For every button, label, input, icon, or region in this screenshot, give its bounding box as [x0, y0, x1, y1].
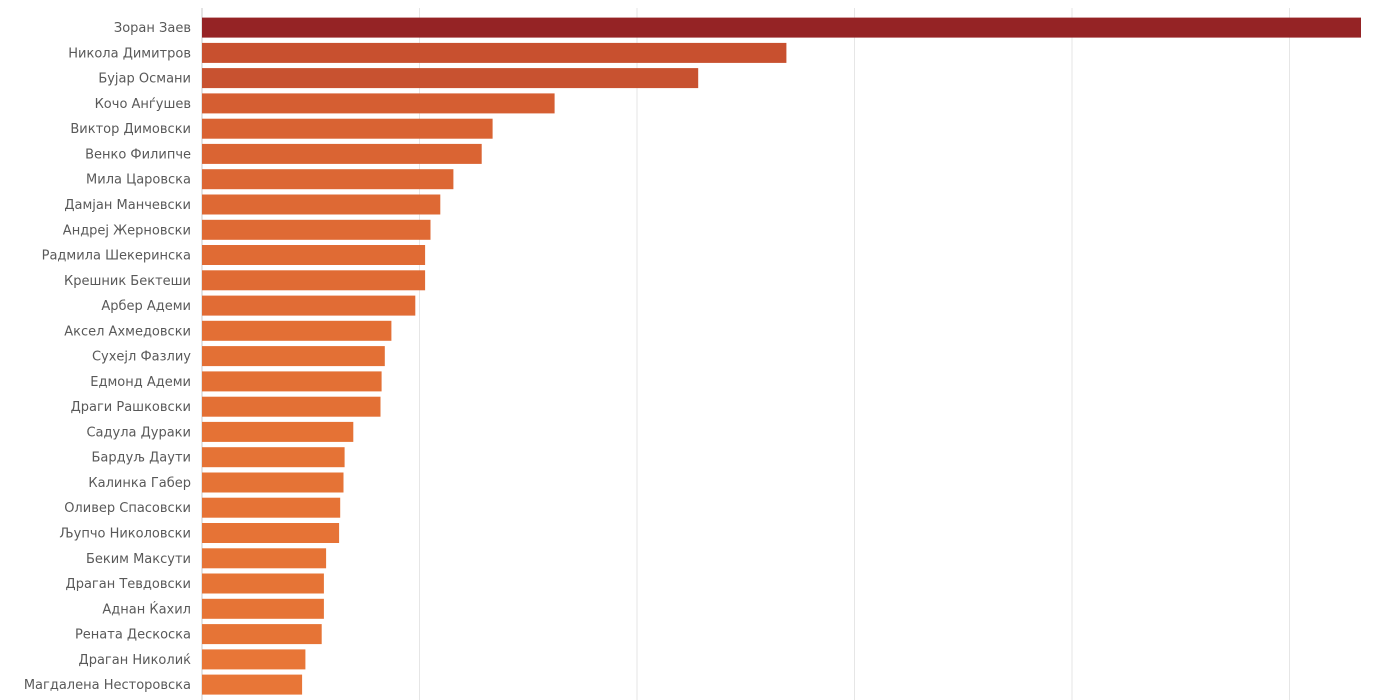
category-label-26: Драган Николиќ: [79, 653, 192, 668]
bar-21[interactable]: [202, 523, 340, 543]
category-label-12: Арбер Адеми: [101, 299, 191, 314]
category-label-14: Сухејл Фазлиу: [92, 350, 191, 365]
category-label-1: Зоран Заев: [114, 21, 191, 36]
category-label-23: Драган Тевдовски: [66, 577, 191, 592]
category-label-19: Калинка Габер: [88, 476, 191, 491]
bar-26[interactable]: [202, 649, 306, 670]
category-label-21: Љупчо Николовски: [59, 527, 191, 542]
category-label-15: Едмонд Адеми: [90, 375, 191, 390]
bar-25[interactable]: [202, 624, 322, 645]
category-label-27: Магдалена Несторовска: [24, 678, 191, 693]
bar-10[interactable]: [202, 245, 426, 265]
bar-8[interactable]: [202, 194, 441, 215]
bar-2[interactable]: [202, 42, 787, 63]
category-label-18: Бардуљ Даути: [91, 451, 191, 466]
bar-15[interactable]: [202, 371, 382, 392]
category-label-5: Виктор Димовски: [70, 122, 191, 137]
bar-19[interactable]: [202, 472, 344, 493]
category-label-25: Рената Дескоска: [75, 628, 191, 643]
category-label-4: Кочо Анѓушев: [95, 97, 191, 112]
bar-24[interactable]: [202, 598, 324, 619]
category-label-2: Никола Димитров: [68, 46, 191, 61]
category-label-13: Аксел Ахмедовски: [64, 324, 191, 339]
bar-22[interactable]: [202, 548, 327, 569]
category-label-11: Крешник Бектеши: [64, 274, 191, 289]
bar-27[interactable]: [202, 674, 303, 695]
category-labels: Зоран Заев Никола Димитров Бујар Османи Коч…: [24, 21, 191, 693]
category-label-10: Радмила Шекеринска: [42, 249, 191, 264]
bar-14[interactable]: [202, 346, 385, 367]
bar-4[interactable]: [202, 93, 555, 114]
bar-12[interactable]: [202, 295, 416, 316]
bars: [202, 17, 1361, 695]
category-label-20: Оливер Спасовски: [64, 501, 191, 516]
bar-13[interactable]: [202, 320, 392, 341]
bar-9[interactable]: [202, 219, 431, 240]
bar-1[interactable]: [202, 17, 1361, 38]
bar-17[interactable]: [202, 421, 354, 442]
category-label-16: Драги Рашковски: [71, 400, 191, 415]
bar-11[interactable]: [202, 270, 426, 291]
bar-23[interactable]: [202, 573, 324, 594]
category-label-3: Бујар Османи: [98, 72, 191, 87]
category-label-24: Аднан Ќахил: [102, 601, 191, 617]
category-label-22: Беким Максути: [86, 552, 191, 567]
bar-16[interactable]: [202, 396, 381, 417]
category-label-6: Венко Филипче: [85, 147, 191, 162]
bar-18[interactable]: [202, 447, 345, 468]
bar-7[interactable]: [202, 169, 454, 190]
category-label-17: Садула Дураки: [86, 425, 191, 440]
category-label-8: Дамјан Манчевски: [64, 198, 191, 213]
category-label-9: Андреј Жерновски: [63, 223, 191, 238]
bar-5[interactable]: [202, 118, 493, 139]
bar-6[interactable]: [202, 143, 482, 164]
bar-3[interactable]: [202, 68, 699, 89]
category-label-7: Мила Царовска: [86, 173, 191, 188]
bar-20[interactable]: [202, 497, 341, 518]
